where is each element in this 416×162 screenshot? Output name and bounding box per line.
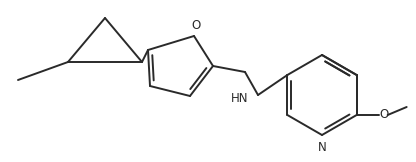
Text: HN: HN [230, 93, 248, 105]
Text: O: O [380, 109, 389, 122]
Text: O: O [191, 19, 201, 32]
Text: N: N [318, 141, 327, 154]
